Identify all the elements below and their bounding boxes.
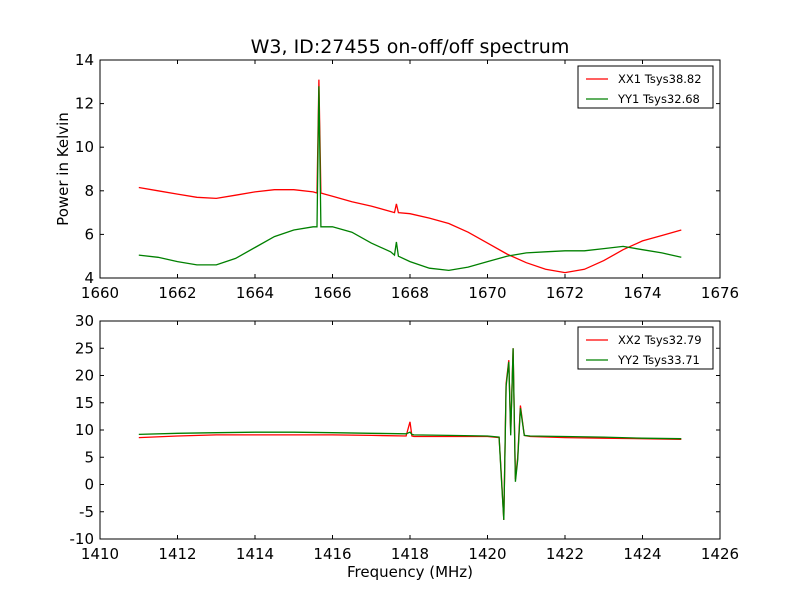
y-tick-label: -10 — [70, 530, 95, 548]
x-tick-label: 1410 — [81, 545, 119, 563]
y-tick-label: 30 — [75, 312, 94, 330]
x-tick-label: 1676 — [701, 284, 739, 302]
x-tick-label: 1416 — [313, 545, 351, 563]
y-tick-label: 20 — [75, 367, 94, 385]
chart-title: W3, ID:27455 on-off/off spectrum — [251, 36, 570, 58]
legend-label: XX2 Tsys32.79 — [618, 333, 702, 347]
y-tick-label: 25 — [75, 339, 94, 357]
y-tick-label: 0 — [84, 476, 94, 494]
series-line-yy — [138, 348, 682, 520]
x-tick-label: 1670 — [468, 284, 506, 302]
x-tick-label: 1422 — [546, 545, 584, 563]
legend: XX1 Tsys38.82 YY1 Tsys32.68 — [577, 65, 714, 109]
legend-label: YY2 Tsys33.71 — [617, 353, 700, 367]
y-axis-label: Power in Kelvin — [54, 112, 72, 226]
series-line-xx — [138, 79, 682, 274]
x-tick-label: 1424 — [623, 545, 661, 563]
x-tick-label: 1420 — [468, 545, 506, 563]
x-tick-label: 1660 — [81, 284, 119, 302]
y-tick-label: 10 — [75, 421, 94, 439]
legend: XX2 Tsys32.79 YY2 Tsys33.71 — [577, 326, 714, 370]
x-tick-label: 1412 — [158, 545, 196, 563]
x-tick-label: 1414 — [236, 545, 274, 563]
x-tick-label: 1426 — [701, 545, 739, 563]
legend-box — [577, 65, 714, 109]
y-tick-label: -5 — [79, 503, 94, 521]
bottom-panel: 1410 1412 1414 1416 1418 1420 1422 1424 1426 -10 -… — [70, 312, 740, 581]
y-tick-label: 8 — [84, 182, 94, 200]
series-line-yy — [138, 86, 682, 272]
x-tick-label: 1664 — [236, 284, 274, 302]
y-tick-label: 15 — [75, 394, 94, 412]
legend-label: YY1 Tsys32.68 — [617, 92, 700, 106]
x-tick-label: 1674 — [623, 284, 661, 302]
y-tick-label: 6 — [84, 225, 94, 243]
x-tick-label: 1672 — [546, 284, 584, 302]
legend-label: XX1 Tsys38.82 — [618, 72, 702, 86]
x-tick-label: 1418 — [391, 545, 429, 563]
top-panel: 1660 1662 1664 1666 1668 1670 1672 1674 1676 4 6 8 1… — [54, 51, 739, 302]
y-tick-label: 14 — [75, 51, 94, 69]
y-tick-label: 10 — [75, 138, 94, 156]
y-tick-label: 5 — [84, 448, 94, 466]
y-tick-label: 12 — [75, 95, 94, 113]
x-tick-label: 1666 — [313, 284, 351, 302]
x-axis-label: Frequency (MHz) — [347, 563, 473, 581]
x-tick-label: 1662 — [158, 284, 196, 302]
x-tick-label: 1668 — [391, 284, 429, 302]
y-tick-label: 4 — [84, 269, 94, 287]
legend-box — [577, 326, 714, 370]
